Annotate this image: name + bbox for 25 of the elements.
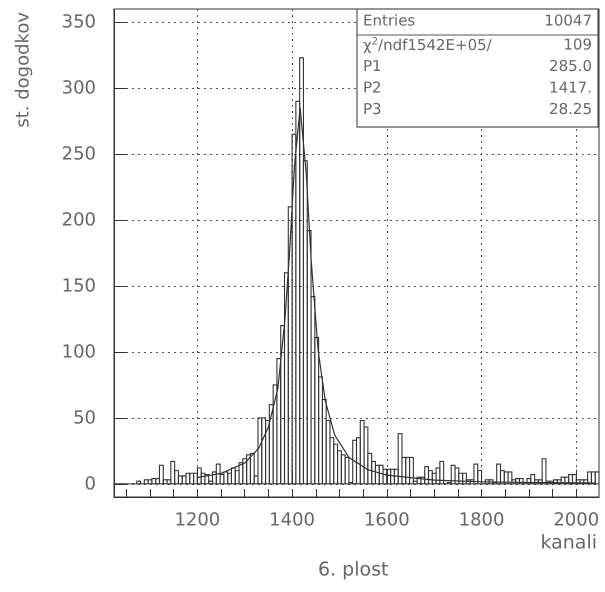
y-axis-title: st. dogodkov [12, 12, 34, 128]
x-tick-label: 1400 [269, 510, 315, 530]
annotation: 285.0 [549, 57, 592, 75]
x-tick-label: 1800 [458, 510, 504, 530]
y-tick-label: 200 [62, 210, 96, 231]
annotation: 28.25 [549, 100, 592, 118]
y-tick-label: 250 [62, 144, 96, 165]
y-tick-label: 50 [73, 407, 96, 428]
annotation: P1 [363, 57, 382, 75]
annotation: P3 [363, 100, 382, 118]
text: 6. plost [318, 558, 388, 580]
annotation: 1417. [549, 78, 592, 96]
x-tick-label: 1600 [364, 510, 410, 530]
y-tick-label: 100 [62, 341, 96, 362]
x-tick-label: 1200 [174, 510, 220, 530]
annotation: 10047 [544, 12, 592, 30]
x-axis-title: kanali [540, 532, 598, 554]
y-tick-label: 150 [62, 275, 96, 296]
annotation: P2 [363, 78, 382, 96]
y-tick-label: 300 [62, 78, 96, 99]
annotation: 109 [563, 36, 592, 54]
x-tick-label: 2000 [553, 510, 600, 530]
y-tick-label: 350 [62, 12, 96, 33]
annotation: Entries [363, 12, 416, 30]
y-tick-label: 0 [84, 473, 96, 494]
